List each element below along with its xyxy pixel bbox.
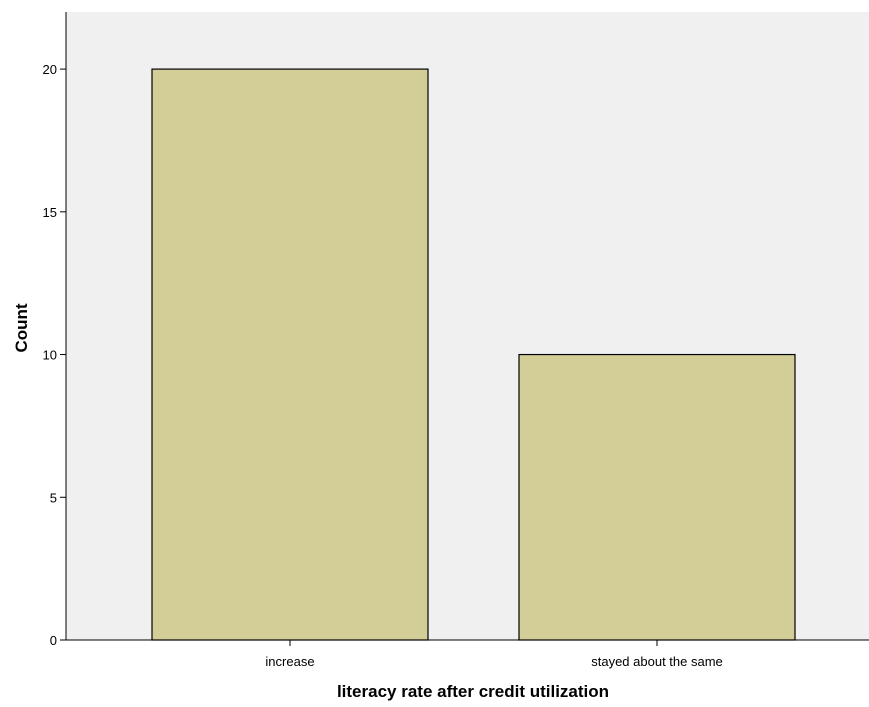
y-tick-label: 15 bbox=[43, 205, 57, 220]
y-tick-label: 20 bbox=[43, 62, 57, 77]
y-ticks: 0 5 10 15 20 bbox=[43, 62, 66, 648]
bar-increase bbox=[151, 68, 429, 641]
x-ticks: increase stayed about the same bbox=[265, 640, 723, 669]
y-tick-label: 5 bbox=[50, 490, 57, 505]
y-tick-label: 10 bbox=[43, 348, 57, 363]
x-tick-label: increase bbox=[265, 654, 314, 669]
bar-stayed-about-the-same bbox=[518, 353, 796, 641]
bars-layer bbox=[151, 68, 796, 641]
y-axis-title: Count bbox=[12, 303, 31, 352]
y-tick-label: 0 bbox=[50, 633, 57, 648]
x-axis-title: literacy rate after credit utilization bbox=[337, 682, 609, 701]
x-tick-label: stayed about the same bbox=[591, 654, 723, 669]
